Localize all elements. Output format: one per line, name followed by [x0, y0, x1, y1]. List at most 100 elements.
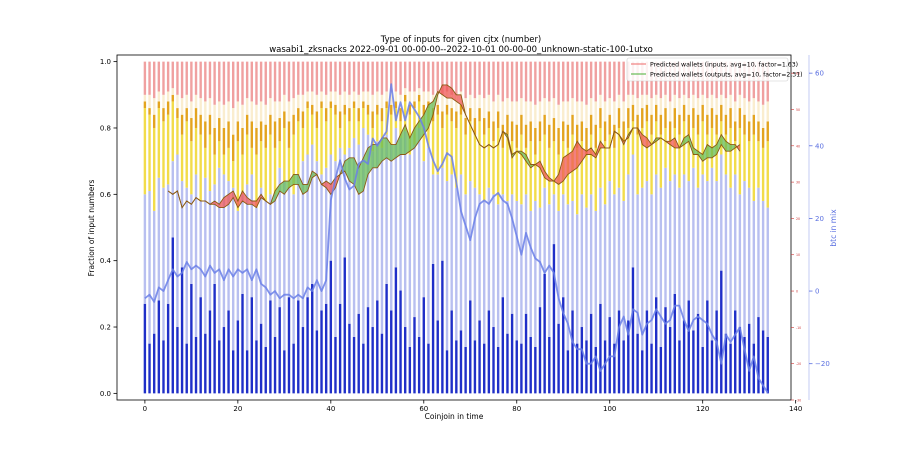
- y-right-tick-label: 0: [815, 288, 819, 296]
- bar-other: [496, 111, 500, 128]
- bar-pale: [682, 94, 686, 105]
- bar-fresh: [557, 323, 560, 394]
- bar-fresh: [636, 333, 639, 394]
- wallet-diff-area: [721, 134, 726, 152]
- bar-friends: [757, 141, 760, 188]
- wallet-diff-area: [730, 144, 736, 152]
- wallet-diff-area: [414, 121, 420, 148]
- bar-top: [385, 61, 388, 92]
- bar-friends: [185, 121, 188, 188]
- bar-pale: [171, 88, 174, 95]
- bar-pale: [232, 108, 235, 135]
- y-right-minor-tick-label: -30: [796, 399, 801, 403]
- bar-top: [520, 61, 523, 99]
- bar-other: [631, 104, 635, 122]
- bar-top: [306, 61, 309, 92]
- bar-remix: [534, 200, 537, 347]
- bar-other: [227, 121, 230, 148]
- bar-fresh: [668, 327, 672, 394]
- bar-other: [255, 127, 258, 155]
- bar-remix: [143, 194, 147, 304]
- bar-other: [399, 108, 402, 122]
- x-axis: 0 20 40 60 80 100 120 140: [143, 400, 802, 413]
- bar-remix: [682, 174, 686, 321]
- bars-layer: [143, 61, 769, 394]
- bar-friends: [143, 108, 147, 195]
- wallet-diff-area: [447, 84, 452, 99]
- bar-remix: [650, 194, 653, 344]
- y-right-minor-tick-label: -20: [796, 362, 801, 366]
- bar-remix: [552, 194, 556, 245]
- bar-remix: [171, 161, 174, 238]
- bar-remix: [218, 167, 221, 341]
- bar-friends: [287, 147, 291, 188]
- bar-other: [478, 108, 481, 122]
- bar-fresh: [417, 336, 421, 394]
- bar-remix: [194, 174, 198, 337]
- bar-pale: [455, 94, 458, 112]
- plot-frame: [116, 54, 792, 401]
- bar-fresh: [213, 283, 216, 394]
- bar-friends: [734, 141, 737, 175]
- bar-friends: [478, 121, 481, 195]
- bar-fresh: [338, 303, 342, 394]
- bar-other: [180, 114, 184, 135]
- bar-top: [492, 61, 495, 102]
- bar-pale: [668, 101, 672, 122]
- bar-friends: [162, 121, 165, 188]
- bar-other: [357, 108, 360, 122]
- bar-friends: [306, 108, 309, 155]
- bar-pale: [710, 94, 714, 109]
- bar-fresh: [278, 307, 281, 394]
- outputs-wallets-line: [167, 90, 741, 209]
- bar-other: [766, 121, 769, 142]
- bar-top: [557, 61, 560, 105]
- bar-other: [696, 114, 700, 135]
- bar-fresh: [311, 283, 314, 394]
- bar-remix: [585, 207, 588, 341]
- bar-remix: [566, 204, 570, 351]
- bar-pale: [269, 98, 272, 115]
- bar-remix: [575, 214, 579, 344]
- bar-other: [617, 108, 621, 128]
- wallet-diff-area: [558, 157, 564, 185]
- bar-fresh: [394, 267, 398, 394]
- bar-fresh: [334, 336, 337, 394]
- bar-pale: [371, 94, 374, 112]
- bar-pale: [390, 91, 393, 105]
- bar-pale: [552, 98, 556, 119]
- bar-top: [734, 61, 737, 102]
- bar-pale: [687, 98, 690, 115]
- bar-remix: [376, 141, 379, 301]
- bar-remix: [301, 161, 305, 328]
- bar-fresh: [148, 343, 151, 394]
- wallet-diff-area: [442, 84, 448, 99]
- bar-friends: [380, 121, 384, 148]
- wallet-diff-area: [237, 191, 243, 208]
- bar-top: [283, 61, 286, 95]
- bar-other: [348, 108, 351, 122]
- bar-remix: [176, 154, 179, 328]
- bar-remix: [394, 127, 398, 268]
- wallet-diff-area: [581, 147, 587, 162]
- bar-friends: [431, 121, 435, 175]
- bar-top: [273, 61, 277, 102]
- bar-top: [390, 61, 393, 92]
- bar-friends: [659, 134, 663, 188]
- bar-top: [483, 61, 486, 99]
- bar-other: [403, 94, 407, 102]
- bar-remix: [506, 200, 509, 334]
- bar-remix: [236, 210, 240, 321]
- bar-fresh: [510, 313, 514, 394]
- bar-pale: [245, 98, 249, 115]
- y-tick-label: 0.6: [100, 191, 112, 199]
- bar-other: [366, 104, 370, 115]
- bar-top: [473, 61, 477, 99]
- bar-pale: [483, 98, 486, 119]
- bar-fresh: [575, 343, 579, 394]
- bar-fresh: [329, 260, 333, 394]
- bar-fresh: [403, 327, 407, 394]
- bar-other: [673, 108, 676, 128]
- bar-fresh: [608, 317, 611, 394]
